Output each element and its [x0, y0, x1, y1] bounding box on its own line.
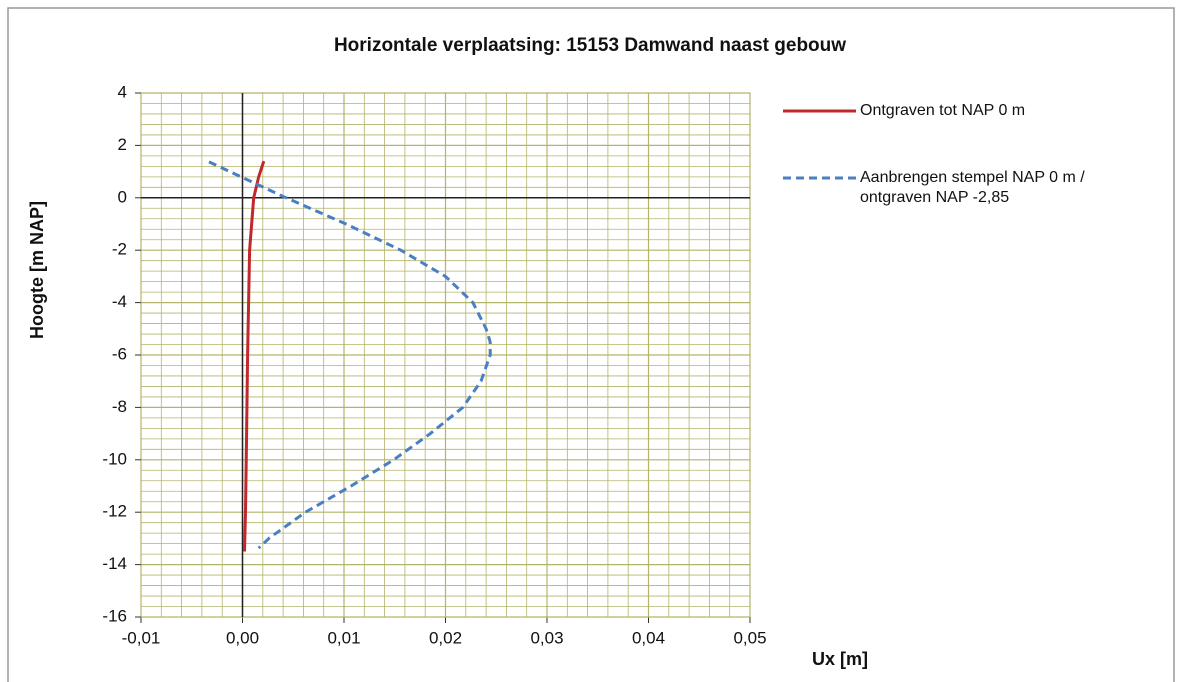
y-tick-label: 0: [118, 187, 127, 206]
y-tick-label: 2: [118, 135, 127, 154]
legend-label: Aanbrengen stempel NAP 0 m / ontgraven N…: [860, 169, 1085, 206]
y-axis-label: Hoogte [m NAP]: [27, 201, 47, 339]
x-tick-label: 0,03: [530, 628, 563, 647]
y-tick-label: -6: [112, 344, 127, 363]
x-tick-label: 0,04: [632, 628, 665, 647]
y-tick-label: -16: [102, 606, 127, 625]
y-tick-label: 4: [118, 82, 127, 101]
y-tick-label: -10: [102, 449, 127, 468]
chart-title: Horizontale verplaatsing: 15153 Damwand …: [334, 35, 846, 56]
x-tick-label: 0,01: [327, 628, 360, 647]
x-tick-label: 0,02: [429, 628, 462, 647]
chart-frame: [7, 7, 1175, 682]
x-tick-label: -0,01: [122, 628, 161, 647]
y-tick-label: -14: [102, 554, 127, 573]
series-line: [208, 160, 492, 550]
y-tick-label: -2: [112, 240, 127, 259]
x-tick-label: 0,00: [226, 628, 259, 647]
legend-label: Ontgraven tot NAP 0 m: [860, 102, 1026, 119]
y-tick-label: -12: [102, 502, 127, 521]
series-line: [243, 160, 266, 552]
x-axis-label: Ux [m]: [812, 649, 868, 669]
x-tick-label: 0,05: [733, 628, 766, 647]
y-tick-label: -4: [112, 292, 127, 311]
y-tick-label: -8: [112, 397, 127, 416]
